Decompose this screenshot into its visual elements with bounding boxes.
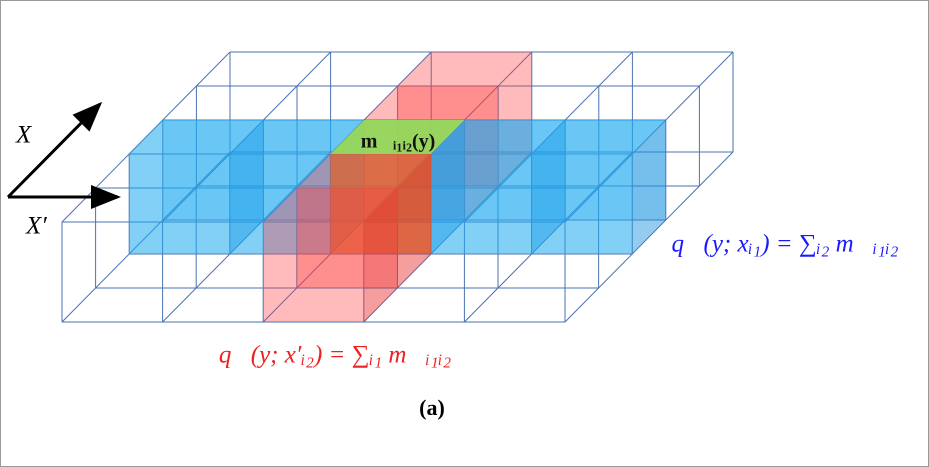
blue-side xyxy=(632,120,666,254)
blue-front xyxy=(129,154,230,254)
blue-front xyxy=(431,154,532,254)
red-side xyxy=(397,154,431,288)
x-prime-label: X′ xyxy=(25,213,47,240)
x-label: X xyxy=(15,122,33,149)
mixed-face xyxy=(330,154,431,254)
red-top xyxy=(263,188,398,222)
red-side xyxy=(363,188,398,322)
green-top xyxy=(330,120,465,154)
red-top xyxy=(397,52,532,86)
red-face xyxy=(263,222,364,322)
caption: (a) xyxy=(419,395,445,420)
blue-top xyxy=(531,120,666,154)
red-top xyxy=(364,86,499,120)
wire xyxy=(564,151,734,323)
x-arrow xyxy=(6,101,103,199)
blue-front xyxy=(531,154,633,254)
red-face xyxy=(296,188,398,288)
blue-top xyxy=(431,120,566,154)
grid xyxy=(61,51,734,323)
blue-top xyxy=(129,120,264,154)
row-sum: q⃗(y; xᵢ₁) = ∑ᵢ₂ m⃗ᵢ₁ᵢ₂ xyxy=(672,231,899,258)
cell-label: m⃗ᵢ₁ᵢ₂(y) xyxy=(361,131,436,153)
blue-front xyxy=(229,154,331,254)
red-top xyxy=(296,154,431,188)
blue-top xyxy=(229,120,364,154)
column-sum: q⃗(y; x′ᵢ₂) = ∑ᵢ₁ m⃗ᵢ₁ᵢ₂ xyxy=(219,342,452,369)
